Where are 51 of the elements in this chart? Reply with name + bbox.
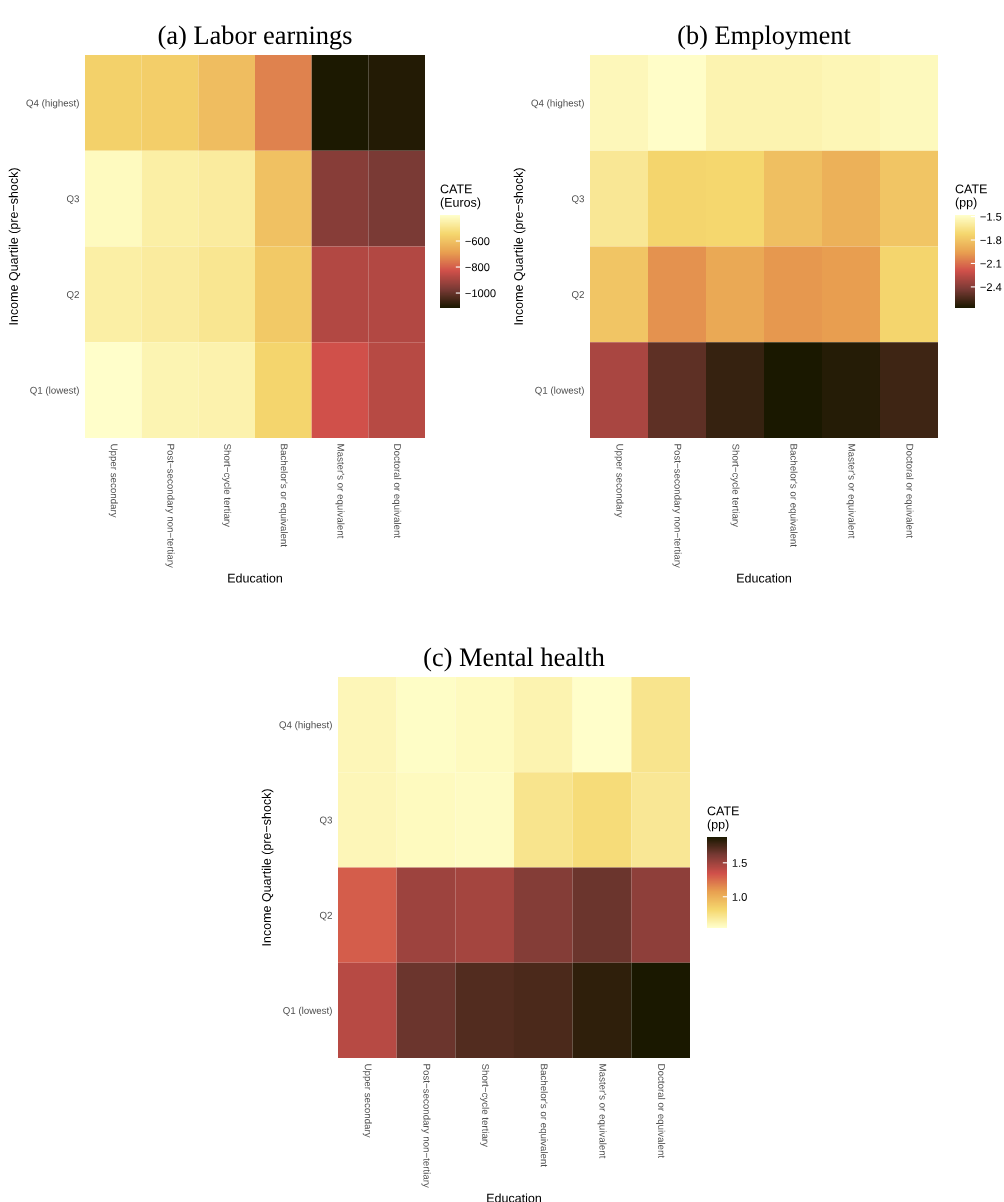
x-tick-label: Master's or equivalent (597, 1064, 607, 1159)
y-tick-label: Q1 (lowest) (283, 1006, 332, 1016)
x-tick-label: Upper secondary (614, 444, 624, 518)
color-bar-title: CATE (Euros) (440, 184, 481, 210)
x-tick-label: Short−cycle tertiary (730, 444, 740, 528)
y-tick-label: Q3 (66, 195, 80, 204)
x-axis-title: Education (228, 573, 282, 583)
y-tick-label: Q3 (319, 816, 333, 826)
x-tick-label: Bachelor's or equivalent (278, 444, 288, 547)
x-tick-label: Short−cycle tertiary (222, 444, 232, 528)
x-axis-title: Education (487, 1193, 541, 1202)
color-bar-label: −2.4 (980, 283, 1002, 291)
color-bar-label: −600 (465, 237, 490, 246)
color-bar-label: 1.5 (732, 859, 747, 867)
chart-title: (a) Labor earnings (158, 25, 352, 50)
y-tick-label: Q3 (571, 195, 585, 204)
color-bar-label: −2.1 (980, 259, 1002, 268)
x-tick-label: Short−cycle tertiary (480, 1064, 490, 1148)
color-bar-title: CATE (pp) (955, 184, 987, 210)
x-tick-label: Post−secondary non−tertiary (421, 1064, 431, 1188)
y-tick-label: Q1 (lowest) (535, 386, 584, 396)
color-bar-label: −1.8 (980, 236, 1002, 245)
color-bar-label: −800 (465, 263, 490, 272)
x-tick-label: Master's or equivalent (335, 444, 345, 539)
y-tick-label: Q2 (66, 291, 79, 300)
x-axis-title: Education (737, 573, 791, 583)
x-tick-label: Bachelor's or equivalent (538, 1064, 548, 1167)
y-tick-label: Q4 (highest) (531, 99, 584, 109)
y-tick-label: Q2 (571, 291, 584, 300)
color-bar-title: CATE (pp) (707, 806, 739, 832)
x-tick-label: Upper secondary (362, 1064, 372, 1138)
y-tick-label: Q4 (highest) (26, 99, 79, 109)
x-tick-label: Upper secondary (108, 444, 118, 518)
x-tick-label: Doctoral or equivalent (656, 1064, 666, 1159)
chart-title: (c) Mental health (424, 647, 605, 672)
x-tick-label: Master's or equivalent (846, 444, 856, 539)
chart-title: (b) Employment (678, 25, 851, 50)
y-axis-title: Income Quartile (pre−shock) (261, 789, 274, 946)
color-bar-label: −1.5 (980, 212, 1002, 221)
color-bar-label: −1000 (465, 289, 496, 298)
x-tick-label: Doctoral or equivalent (904, 444, 914, 539)
x-tick-label: Bachelor's or equivalent (788, 444, 798, 547)
x-tick-label: Post−secondary non−tertiary (672, 444, 682, 568)
x-tick-label: Post−secondary non−tertiary (165, 444, 175, 568)
y-tick-label: Q1 (lowest) (30, 386, 79, 396)
y-axis-title: Income Quartile (pre−shock) (513, 168, 526, 325)
y-axis-title: Income Quartile (pre−shock) (8, 168, 21, 325)
color-bar-label: 1.0 (732, 893, 747, 901)
y-tick-label: Q4 (highest) (279, 721, 332, 731)
y-tick-label: Q2 (319, 911, 332, 921)
x-tick-label: Doctoral or equivalent (392, 444, 402, 539)
